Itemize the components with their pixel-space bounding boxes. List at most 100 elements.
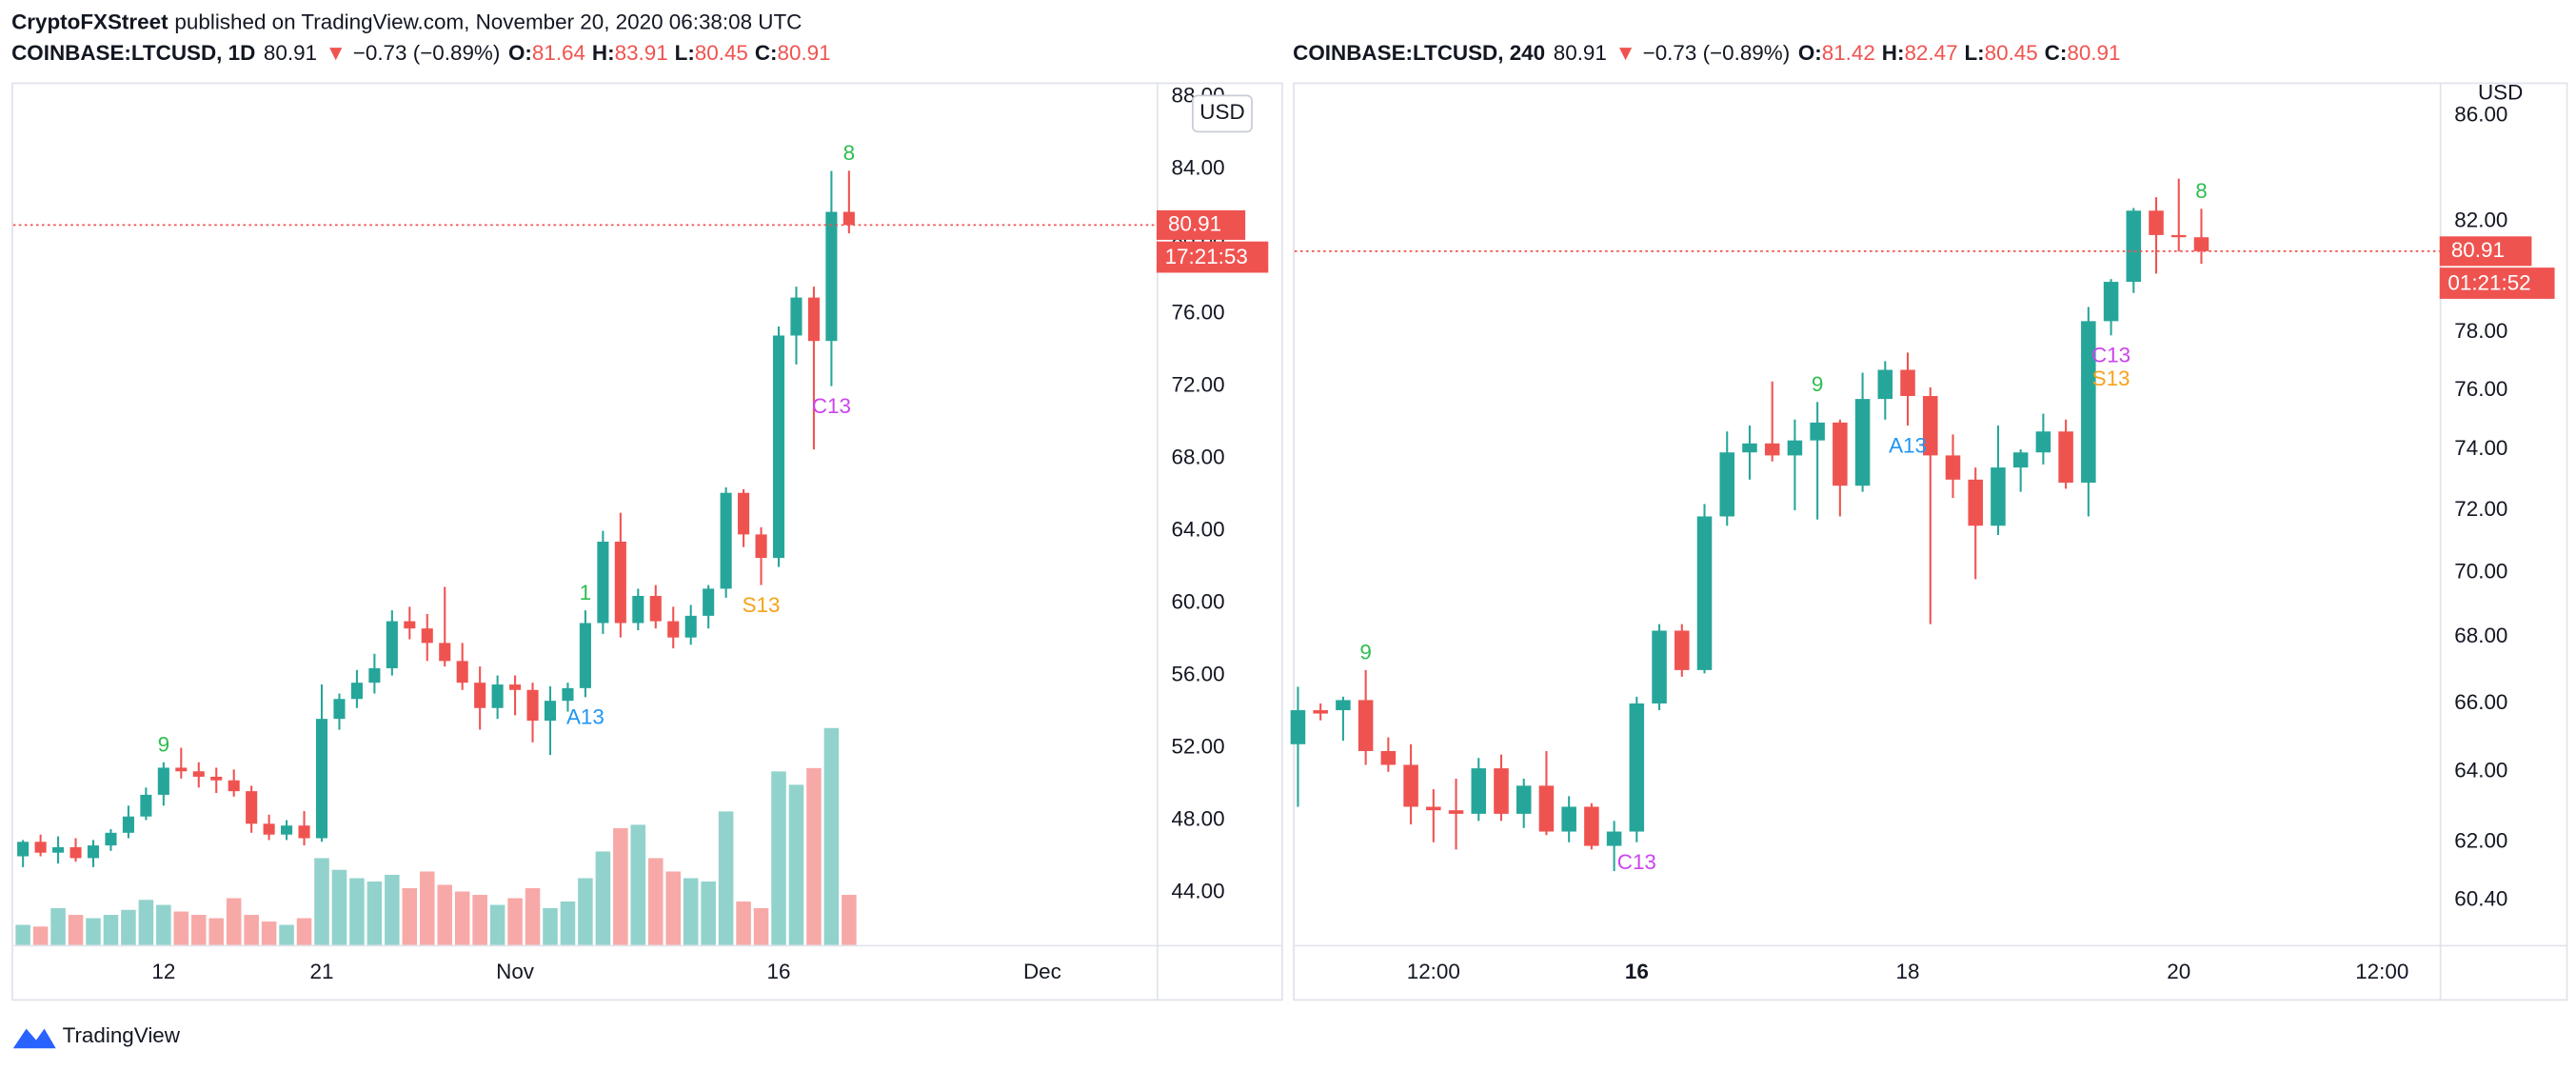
candle-body <box>1606 831 1622 846</box>
volume-bar <box>349 878 365 945</box>
volume-bar <box>842 895 857 945</box>
volume-bar <box>753 908 769 945</box>
candle-body <box>1629 703 1645 832</box>
y-tick-label: 68.00 <box>1171 446 1224 469</box>
published-info: published on TradingView.com, November 2… <box>174 10 802 33</box>
x-tick-label: 20 <box>2167 960 2190 983</box>
y-tick-label: 60.00 <box>1171 590 1224 614</box>
volume-bar <box>190 915 207 945</box>
y-tick-label: 84.00 <box>1171 156 1224 180</box>
candle-body <box>842 211 855 226</box>
right-pane <box>1293 82 2568 1001</box>
y-tick-label: 48.00 <box>1171 806 1224 830</box>
candle-body <box>755 534 767 559</box>
candle-body <box>1900 369 1915 397</box>
candle-body <box>386 621 398 668</box>
y-tick-label: 66.00 <box>2454 690 2507 714</box>
volume-bar <box>806 767 822 945</box>
candle-body <box>1854 399 1871 486</box>
candle-body <box>2058 431 2073 484</box>
y-tick-label: 78.00 <box>2454 319 2507 343</box>
y-tick-label: 52.00 <box>1171 734 1224 758</box>
candle-body <box>1922 396 1938 456</box>
candle-body <box>246 791 258 824</box>
candle-body <box>122 816 134 833</box>
candle-body <box>1764 443 1780 456</box>
volume-bar <box>402 887 418 945</box>
td-label: S13 <box>743 593 781 617</box>
candle-body <box>562 687 574 702</box>
volume-bar <box>15 924 30 945</box>
price-tag-label: 80.91 <box>2451 238 2505 262</box>
candle-body <box>491 684 504 708</box>
ohlc-label: C: <box>755 41 778 65</box>
td-label: C13 <box>1617 850 1656 874</box>
x-tick-label: 16 <box>1625 960 1649 983</box>
candle-body <box>772 335 785 559</box>
change-arrow: ▼ <box>1615 41 1636 65</box>
candle-body <box>315 719 328 839</box>
volume-bar <box>296 918 312 945</box>
candle-body <box>807 297 820 342</box>
logo-text: TradingView <box>63 1023 181 1047</box>
volume-bar <box>823 727 840 945</box>
candle-body <box>350 683 363 700</box>
volume-bar <box>543 908 558 945</box>
volume-bar <box>701 881 716 945</box>
candle-body <box>1719 452 1735 517</box>
y-tick-label: 62.00 <box>2454 829 2507 853</box>
volume-bar <box>385 874 400 945</box>
candle-body <box>228 780 240 792</box>
ohlc-label: L: <box>1964 41 1984 65</box>
candle-body <box>1674 630 1690 670</box>
volume-bar <box>226 898 242 945</box>
candle-body <box>298 825 310 839</box>
y-tick-label: 64.00 <box>2454 759 2507 783</box>
volume-bar <box>331 869 347 945</box>
volume-bar <box>68 915 84 945</box>
volume-bar <box>630 824 646 945</box>
candle-body <box>1877 369 1893 400</box>
change: −0.73 (−0.89%) <box>353 41 501 65</box>
candle-body <box>1403 764 1418 807</box>
candle-body <box>281 825 293 835</box>
candle-body <box>614 542 626 624</box>
volume-bar <box>560 902 576 945</box>
volume-bar <box>86 918 101 945</box>
ohlc-value: 80.45 <box>695 41 748 65</box>
price-tag <box>1156 209 1246 240</box>
candle-body <box>1991 467 2006 526</box>
legend: COINBASE:LTCUSD, 1D 80.91 ▼ −0.73 (−0.89%) O… <box>11 41 831 65</box>
candle-body <box>1968 479 1983 526</box>
td-label: C13 <box>2091 344 2130 367</box>
volume-bar <box>50 908 66 945</box>
volume-bar <box>454 891 470 945</box>
candle-body <box>210 776 223 781</box>
candle-body <box>87 845 100 859</box>
candle-body <box>2035 431 2051 453</box>
legend: COINBASE:LTCUSD, 240 80.91 ▼ −0.73 (−0.89%)… <box>1293 41 2120 65</box>
candle-body <box>175 767 188 772</box>
candle-body <box>667 621 680 638</box>
candle-body <box>1945 455 1961 480</box>
volume-bar <box>437 884 452 945</box>
candle-body <box>703 588 715 616</box>
symbol: COINBASE:LTCUSD, 240 <box>1293 41 1545 65</box>
candle-body <box>421 628 433 644</box>
ohlc-value: 82.47 <box>1904 41 1957 65</box>
volume-bar <box>683 878 699 945</box>
candle-body <box>140 794 152 817</box>
td-label: A13 <box>566 705 604 729</box>
candle-body <box>1290 710 1306 744</box>
volume-bar <box>32 926 49 945</box>
candle-body <box>649 595 662 622</box>
last-price: 80.91 <box>264 41 317 65</box>
candle-body <box>1584 806 1599 846</box>
volume-bar <box>595 851 611 945</box>
volume-bar <box>771 771 786 945</box>
candle-body <box>263 823 275 835</box>
candle-body <box>1742 443 1757 453</box>
price-tag-label: 80.91 <box>1168 211 1221 235</box>
